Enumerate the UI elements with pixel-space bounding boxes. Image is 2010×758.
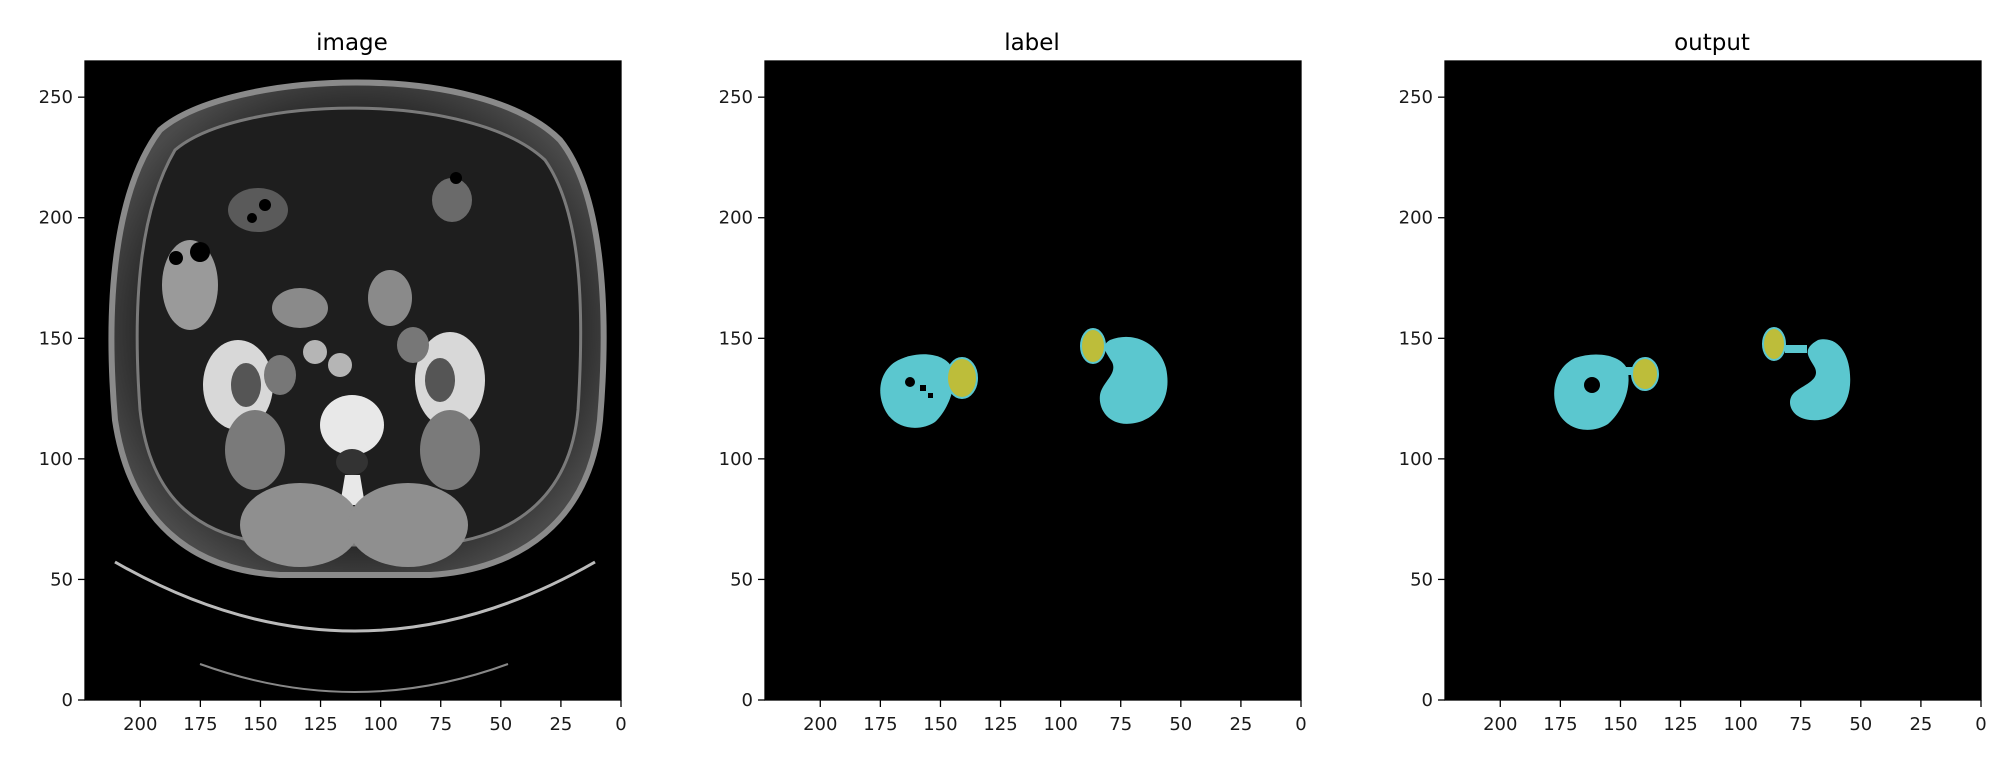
x-tick-label: 0 [1975, 714, 1986, 735]
title-image: image [316, 30, 388, 56]
x-tick-label: 75 [1789, 714, 1812, 735]
y-tick-label: 50 [50, 569, 73, 590]
panel-output: output 200 175 150 125 100 75 50 25 0 0 50 100 150 20… [1340, 0, 2010, 758]
axes-frame [1444, 60, 1982, 701]
title-label: label [1004, 30, 1060, 56]
x-tick-label: 175 [863, 714, 897, 735]
panel-image: image [0, 0, 670, 758]
x-tick-label: 25 [549, 714, 572, 735]
plot-image: image [39, 30, 627, 735]
x-tick-label: 50 [1169, 714, 1192, 735]
y-tick-label: 0 [62, 690, 73, 711]
y-tick-label: 250 [1399, 87, 1433, 108]
y-tick-label: 200 [1399, 208, 1433, 229]
x-tick-label: 175 [1543, 714, 1577, 735]
x-tick-label: 100 [1723, 714, 1757, 735]
panel-label: label 200 175 150 125 100 75 50 25 0 0 50 100 150 200… [680, 0, 1350, 758]
label-mask [880, 328, 1168, 428]
x-tick-label: 100 [1043, 714, 1077, 735]
y-tick-label: 100 [39, 449, 73, 470]
x-tick-label: 150 [923, 714, 957, 735]
y-tick-label: 0 [1422, 690, 1433, 711]
x-tick-label: 50 [489, 714, 512, 735]
x-tick-label: 25 [1909, 714, 1932, 735]
y-tick-label: 200 [719, 208, 753, 229]
y-tick-label: 100 [719, 449, 753, 470]
ct-scan-image [108, 79, 607, 693]
plot-output: output 200 175 150 125 100 75 50 25 005010015020… [1399, 30, 1987, 735]
x-tick-label: 50 [1849, 714, 1872, 735]
plot-label: label 200 175 150 125 100 75 50 25 0050100150200… [719, 30, 1307, 735]
x-tick-label: 0 [615, 714, 626, 735]
x-tick-label: 100 [363, 714, 397, 735]
x-tick-label: 150 [243, 714, 277, 735]
x-tick-label: 200 [1483, 714, 1517, 735]
x-tick-label: 175 [183, 714, 217, 735]
x-tick-label: 125 [1663, 714, 1697, 735]
x-tick-label: 25 [1229, 714, 1252, 735]
y-tick-label: 50 [730, 569, 753, 590]
x-tick-label: 150 [1603, 714, 1637, 735]
x-tick-label: 75 [429, 714, 452, 735]
x-tick-label: 200 [803, 714, 837, 735]
y-tick-label: 50 [1410, 569, 1433, 590]
y-tick-label: 0 [742, 690, 753, 711]
y-tick-label: 250 [719, 87, 753, 108]
x-tick-label: 200 [123, 714, 157, 735]
y-tick-label: 250 [39, 87, 73, 108]
x-tick-label: 125 [983, 714, 1017, 735]
y-tick-label: 100 [1399, 449, 1433, 470]
axes-frame [764, 60, 1302, 701]
output-background [1445, 61, 1981, 700]
title-output: output [1674, 30, 1750, 56]
y-tick-label: 150 [39, 328, 73, 349]
label-background [765, 61, 1301, 700]
x-tick-label: 0 [1295, 714, 1306, 735]
x-tick-label: 75 [1109, 714, 1132, 735]
x-tick-label: 125 [303, 714, 337, 735]
y-tick-label: 150 [1399, 328, 1433, 349]
output-mask [1554, 327, 1851, 430]
axes-frame [84, 60, 622, 701]
y-tick-label: 200 [39, 208, 73, 229]
y-tick-label: 150 [719, 328, 753, 349]
